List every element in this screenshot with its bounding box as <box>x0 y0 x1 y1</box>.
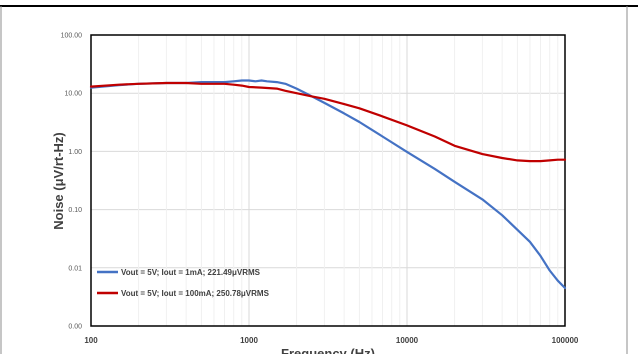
series-2-line <box>89 81 567 163</box>
x-tick-label: 100000 <box>552 336 579 345</box>
y-tick-label: 0.10 <box>68 207 82 214</box>
y-axis-title: Noise (μV/rt-Hz) <box>51 132 66 230</box>
series-lines <box>89 79 567 290</box>
x-tick-label: 100 <box>84 336 98 345</box>
legend-label-series-2: Vout = 5V; Iout = 100mA; 250.78μVRMS <box>121 289 270 298</box>
x-axis-title: Frequency (Hz) <box>281 346 375 354</box>
y-tick-label: 0.01 <box>68 265 82 272</box>
legend: Vout = 5V; Iout = 1mA; 221.49μVRMS Vout … <box>97 268 270 298</box>
series-1-line <box>89 79 567 290</box>
y-axis-ticks: 0.00 0.01 0.10 1.00 10.00 100.00 <box>61 33 83 331</box>
minor-x-gridlines <box>138 35 559 326</box>
plot-area <box>90 34 566 327</box>
y-tick-label: 1.00 <box>68 149 82 156</box>
x-tick-label: 10000 <box>396 336 419 345</box>
gridlines <box>90 34 566 327</box>
y-tick-label: 10.00 <box>64 91 82 98</box>
y-tick-label: 100.00 <box>61 33 83 40</box>
x-axis-ticks: 100 1000 10000 100000 <box>84 336 579 345</box>
x-tick-label: 1000 <box>240 336 258 345</box>
legend-label-series-1: Vout = 5V; Iout = 1mA; 221.49μVRMS <box>121 268 261 277</box>
y-tick-label: 0.00 <box>68 324 82 331</box>
